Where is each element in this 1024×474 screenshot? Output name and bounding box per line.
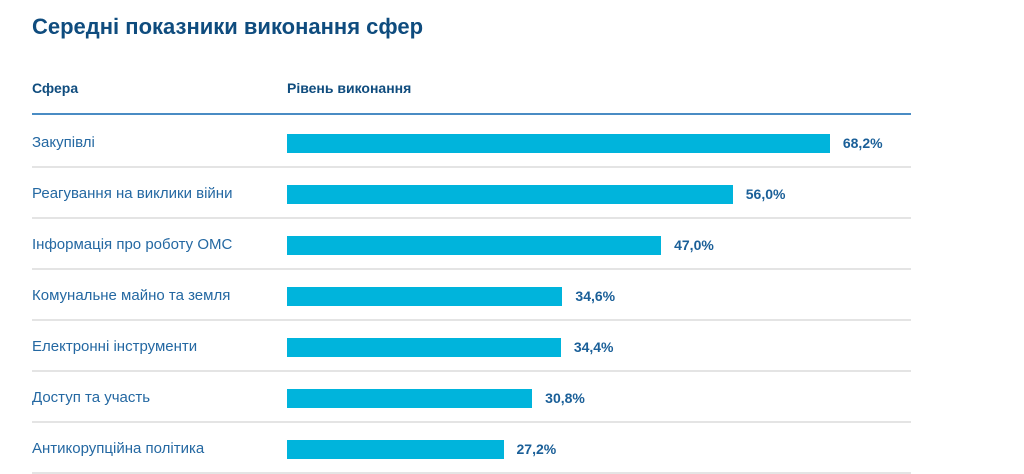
category-label: Закупівлі [32, 134, 95, 151]
value-label: 34,4% [573, 339, 614, 355]
chart-title: Середні показники виконання сфер [32, 14, 424, 39]
header-divider [32, 113, 911, 115]
bar-row: Реагування на виклики війни 56,0% [32, 168, 911, 219]
value-label: 47,0% [674, 237, 714, 253]
bar-row: Комунальне майно та земля 34,6% [32, 270, 911, 321]
column-header-sphere: Сфера [32, 80, 79, 96]
value-label: 30,8% [545, 390, 585, 406]
category-label: Реагування на виклики війни [32, 185, 233, 202]
bar [287, 338, 561, 357]
category-label: Антикорупційна політика [32, 440, 205, 457]
bar [287, 389, 533, 408]
bar-row: Доступ та участь 30,8% [32, 372, 911, 423]
bar-row: Інформація про роботу ОМС 47,0% [32, 219, 911, 270]
value-label: 34,6% [575, 288, 616, 304]
bar [287, 185, 733, 204]
bar-row: Закупівлі 68,2% [32, 117, 911, 168]
bar [287, 440, 504, 459]
category-label: Електронні інструменти [32, 338, 198, 355]
category-label: Доступ та участь [32, 389, 151, 406]
value-label: 27,2% [516, 441, 557, 457]
bar [287, 134, 830, 153]
value-label: 56,0% [745, 186, 786, 202]
bar [287, 236, 662, 255]
column-header-level: Рівень виконання [287, 80, 412, 96]
bar-row: Антикорупційна політика 27,2% [32, 423, 911, 474]
category-label: Інформація про роботу ОМС [32, 236, 233, 253]
bar-row: Електронні інструменти 34,4% [32, 321, 911, 372]
bar [287, 287, 563, 306]
value-label: 68,2% [842, 135, 883, 151]
category-label: Комунальне майно та земля [32, 287, 231, 304]
